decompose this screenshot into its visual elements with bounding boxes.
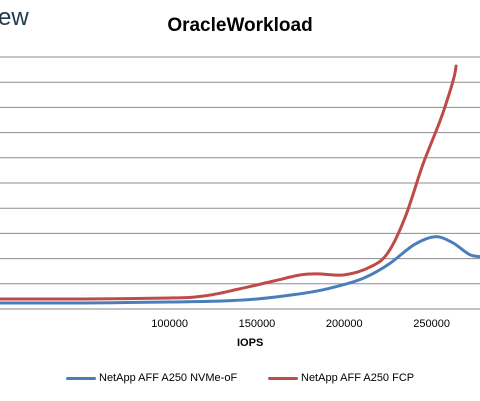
- logo-fragment: ew: [0, 4, 29, 31]
- series-line-nvme: [0, 235, 480, 305]
- gridlines: [0, 56, 480, 310]
- x-tick-label: 150000: [238, 318, 276, 330]
- series-lines: [0, 64, 480, 305]
- chart-title: OracleWorkload: [167, 15, 313, 36]
- legend-swatch-fcp: [268, 376, 298, 380]
- x-tick-label: 100000: [151, 318, 188, 330]
- x-axis-title: IOPS: [237, 337, 264, 349]
- legend-label-nvme: NetApp AFF A250 NVMe-oF: [99, 372, 238, 384]
- legend-label-fcp: NetApp AFF A250 FCP: [301, 372, 415, 384]
- legend: NetApp AFF A250 NVMe-oF NetApp AFF A250 …: [0, 372, 480, 388]
- legend-item-fcp: NetApp AFF A250 FCP: [268, 372, 414, 384]
- x-tick-label: 200000: [325, 318, 363, 330]
- x-tick-label: 250000: [413, 318, 450, 330]
- legend-swatch-nvme: [66, 376, 96, 380]
- series-line-fcp: [0, 64, 458, 301]
- legend-item-nvme: NetApp AFF A250 NVMe-oF: [66, 372, 237, 384]
